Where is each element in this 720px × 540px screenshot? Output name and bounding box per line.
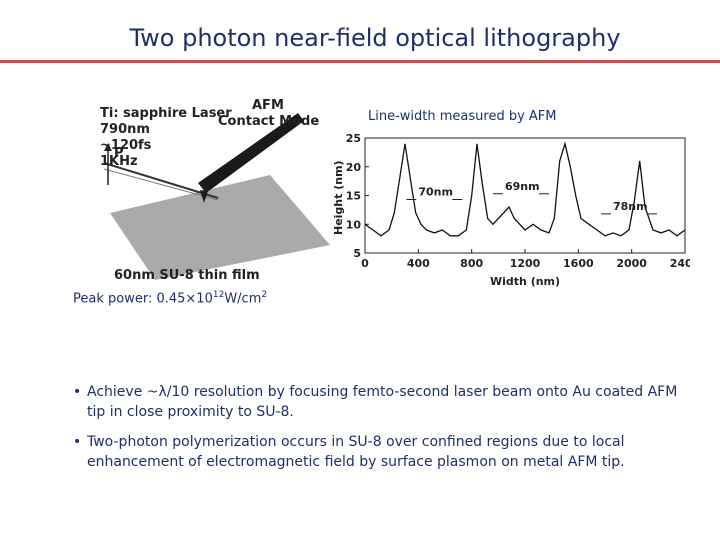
y-axis-label: Height (nm) bbox=[332, 160, 345, 235]
y-tick-label: 5 bbox=[353, 247, 361, 260]
peak-power-unit-exp: 2 bbox=[261, 290, 268, 300]
bullet-dot-icon: • bbox=[73, 384, 82, 400]
peak-power-unit: W/cm bbox=[224, 291, 262, 307]
afm-trace bbox=[364, 141, 686, 237]
laser-line-2: 790nm bbox=[100, 122, 150, 137]
bullet-text: Achieve ~λ/10 resolution by focusing fem… bbox=[87, 384, 678, 420]
laser-line-3: ~120fs bbox=[100, 138, 152, 153]
x-tick-label: 2000 bbox=[616, 257, 647, 270]
title-underline bbox=[0, 60, 720, 63]
laser-beam-2 bbox=[103, 168, 219, 201]
y-tick-label: 25 bbox=[346, 132, 361, 145]
afm-linewidth-plot: 5 10 15 20 25 0 400 800 1200 1600 2000 2400 70nm 69… bbox=[332, 132, 690, 288]
laser-beam bbox=[103, 162, 219, 199]
x-tick-label: 800 bbox=[460, 257, 483, 270]
x-tick-label: 400 bbox=[407, 257, 430, 270]
annotation-label: 70nm bbox=[418, 186, 453, 199]
x-tick-label: 1600 bbox=[563, 257, 594, 270]
bullet-text: Two-photon polymerization occurs in SU-8… bbox=[87, 434, 625, 470]
x-ticks: 0 400 800 1200 1600 2000 2400 bbox=[361, 249, 690, 270]
film-label: 60nm SU-8 thin film bbox=[114, 268, 260, 283]
annotation-label: 78nm bbox=[613, 200, 648, 213]
afm-tip bbox=[200, 190, 208, 203]
plot-caption: Line-width measured by AFM bbox=[368, 109, 557, 124]
x-tick-label: 1200 bbox=[510, 257, 541, 270]
bullet-list: • Achieve ~λ/10 resolution by focusing fe… bbox=[73, 382, 693, 482]
slide-title: Two photon near-field optical lithograph… bbox=[129, 24, 621, 52]
su8-film bbox=[110, 175, 330, 280]
bullet-item: • Achieve ~λ/10 resolution by focusing fe… bbox=[73, 382, 693, 422]
peak-power-value: 0.45×10 bbox=[156, 291, 213, 307]
bullet-dot-icon: • bbox=[73, 434, 82, 450]
annotations: 70nm 69nm 78nm bbox=[406, 180, 657, 215]
y-tick-label: 20 bbox=[346, 161, 362, 174]
peak-power-exponent: 12 bbox=[212, 290, 225, 300]
laser-line-4: 1KHz bbox=[100, 154, 138, 169]
peak-power-label: Peak power: bbox=[73, 291, 157, 307]
afm-line-1: AFM bbox=[252, 98, 284, 113]
afm-line-2: Contact Mode bbox=[218, 114, 319, 129]
power-arrow-head bbox=[104, 143, 112, 151]
bullet-item: • Two-photon polymerization occurs in SU-… bbox=[73, 432, 693, 472]
y-tick-label: 15 bbox=[346, 190, 361, 203]
power-label: P bbox=[114, 146, 124, 161]
afm-cantilever bbox=[198, 113, 304, 193]
afm-schematic: Ti: sapphire Laser 790nm ~120fs 1KHz P A… bbox=[100, 98, 330, 283]
y-tick-label: 10 bbox=[346, 218, 362, 231]
x-tick-label: 2400 bbox=[670, 257, 690, 270]
laser-line-1: Ti: sapphire Laser bbox=[100, 106, 232, 121]
peak-power: Peak power: 0.45×1012W/cm2 bbox=[73, 290, 267, 306]
annotation-label: 69nm bbox=[505, 180, 540, 193]
x-tick-label: 0 bbox=[361, 257, 369, 270]
x-axis-label: Width (nm) bbox=[490, 275, 560, 288]
y-ticks: 5 10 15 20 25 bbox=[346, 132, 369, 260]
